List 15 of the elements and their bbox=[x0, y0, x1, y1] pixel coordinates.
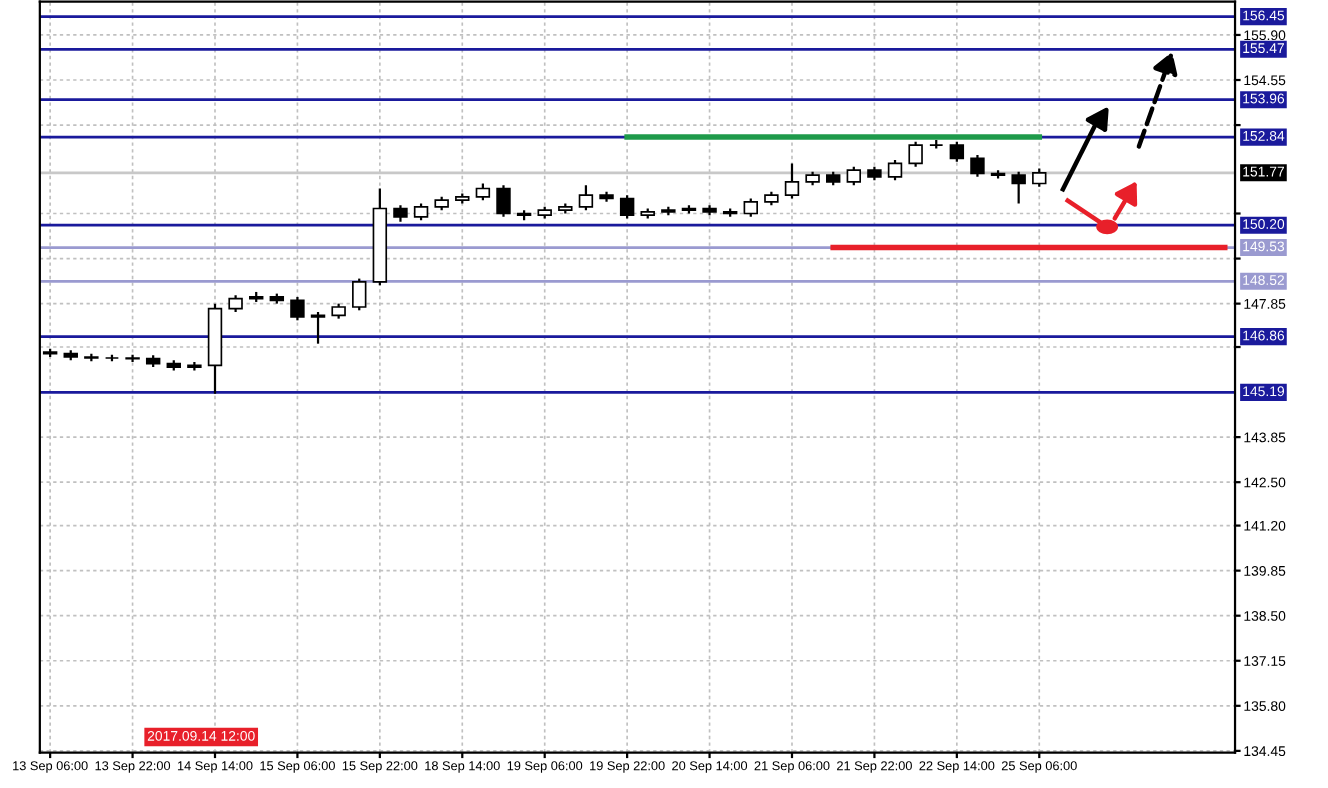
candlestick bbox=[1011, 170, 1026, 205]
candlestick bbox=[352, 277, 367, 312]
candlestick bbox=[743, 197, 759, 218]
candlestick bbox=[949, 140, 965, 163]
candlestick bbox=[578, 184, 594, 212]
candlestick bbox=[496, 184, 511, 218]
candlestick bbox=[1032, 167, 1047, 188]
candlestick bbox=[290, 295, 305, 322]
candlestick bbox=[970, 154, 985, 178]
candlestick bbox=[784, 162, 800, 200]
candlestick bbox=[619, 194, 635, 220]
candlestick bbox=[908, 140, 923, 168]
candlestick bbox=[846, 165, 862, 187]
candlestick bbox=[887, 159, 903, 182]
candlestick bbox=[310, 310, 326, 345]
